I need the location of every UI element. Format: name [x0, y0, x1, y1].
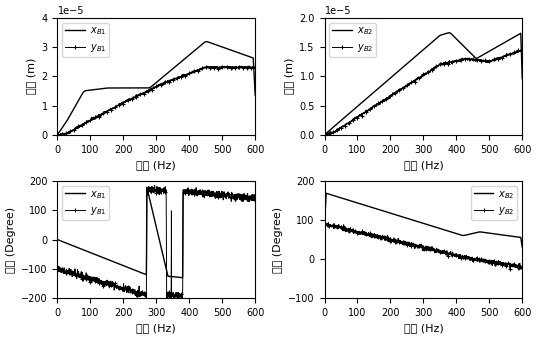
$x_{B1}$ [81, 90, 87, 94]
$x_{B1}$ [88, 251, 94, 255]
Line: $y_{B2}$: $y_{B2}$ [322, 47, 525, 138]
$x_{B2}$ [519, 77, 526, 81]
$y_{B1}$ [54, 268, 61, 272]
$x_{B2}$ [519, 245, 526, 249]
Y-axis label: 幅値 (m): 幅値 (m) [284, 58, 294, 95]
$y_{B2}$ [519, 48, 526, 52]
$y_{B1}$ [162, 189, 169, 193]
$x_{B2}$ [425, 223, 432, 227]
$x_{B2}$ [323, 191, 329, 195]
$x_{B2}$ [321, 133, 328, 137]
$x_{B1}$ [54, 132, 61, 136]
Legend: $x_{B1}$, $y_{B1}$: $x_{B1}$, $y_{B1}$ [62, 186, 109, 220]
Legend: $x_{B1}$, $y_{B1}$: $x_{B1}$, $y_{B1}$ [62, 23, 109, 57]
$y_{B1}$ [81, 122, 87, 126]
$x_{B2}$ [321, 224, 328, 228]
$x_{B2}$ [429, 40, 436, 44]
$x_{B2}$ [388, 75, 394, 79]
$x_{B2}$ [407, 217, 413, 221]
X-axis label: 频率 (Hz): 频率 (Hz) [136, 323, 176, 334]
Legend: $x_{B2}$, $y_{B2}$: $x_{B2}$, $y_{B2}$ [471, 186, 517, 220]
$x_{B2}$ [446, 31, 452, 35]
Y-axis label: 相位 (Degree): 相位 (Degree) [5, 206, 16, 273]
Line: $x_{B2}$: $x_{B2}$ [324, 33, 523, 135]
$y_{B2}$ [516, 268, 522, 272]
$x_{B1}$ [158, 76, 164, 80]
$y_{B1}$ [178, 298, 185, 302]
$y_{B2}$ [425, 69, 432, 74]
$y_{B1}$ [158, 189, 165, 193]
$y_{B1}$ [121, 287, 127, 291]
$y_{B2}$ [430, 248, 436, 253]
$y_{B1}$ [252, 197, 258, 201]
$y_{B2}$ [321, 133, 328, 137]
$x_{B1}$ [204, 40, 210, 44]
$x_{B2}$ [407, 59, 413, 63]
$x_{B1}$ [121, 264, 127, 268]
$x_{B2}$ [347, 199, 354, 203]
$x_{B1}$ [162, 73, 169, 77]
X-axis label: 频率 (Hz): 频率 (Hz) [403, 160, 443, 170]
$x_{B1}$ [81, 248, 87, 252]
$y_{B1}$ [140, 294, 147, 298]
Y-axis label: 幅値 (m): 幅値 (m) [26, 58, 36, 95]
$y_{B2}$ [322, 220, 328, 224]
$y_{B1}$ [252, 65, 258, 69]
$y_{B2}$ [323, 133, 329, 137]
$x_{B1}$ [252, 93, 258, 97]
Y-axis label: 相位 (Degree): 相位 (Degree) [273, 206, 282, 273]
$y_{B2}$ [355, 230, 361, 234]
$y_{B1}$ [121, 100, 127, 104]
$x_{B1}$ [121, 86, 127, 90]
$y_{B1}$ [88, 278, 94, 282]
$y_{B2}$ [355, 114, 361, 118]
Legend: $x_{B2}$, $y_{B2}$: $x_{B2}$, $y_{B2}$ [329, 23, 376, 57]
Line: $x_{B1}$: $x_{B1}$ [57, 187, 255, 278]
Line: $y_{B2}$: $y_{B2}$ [322, 219, 525, 273]
Line: $y_{B1}$: $y_{B1}$ [55, 64, 258, 138]
X-axis label: 频率 (Hz): 频率 (Hz) [403, 323, 443, 334]
$y_{B2}$ [407, 242, 413, 246]
$x_{B1}$ [252, 195, 258, 199]
$y_{B1}$ [54, 133, 61, 137]
$y_{B1}$ [246, 64, 253, 68]
$y_{B2}$ [388, 94, 395, 98]
$y_{B1}$ [88, 117, 94, 121]
$y_{B2}$ [519, 48, 525, 52]
$y_{B1}$ [81, 273, 87, 277]
$y_{B2}$ [425, 245, 432, 249]
$x_{B1}$ [88, 88, 94, 92]
$y_{B2}$ [347, 228, 354, 232]
$x_{B2}$ [347, 110, 354, 114]
$y_{B2}$ [347, 119, 354, 123]
Line: $x_{B2}$: $x_{B2}$ [324, 193, 523, 247]
$y_{B2}$ [407, 81, 413, 85]
$y_{B1}$ [158, 81, 165, 85]
Line: $x_{B1}$: $x_{B1}$ [57, 42, 255, 134]
$y_{B2}$ [388, 237, 395, 241]
$x_{B1}$ [143, 185, 150, 189]
$x_{B1}$ [140, 272, 147, 276]
$x_{B2}$ [354, 104, 361, 108]
$x_{B2}$ [388, 212, 395, 216]
$x_{B2}$ [425, 43, 432, 47]
$y_{B1}$ [140, 91, 147, 95]
$x_{B1}$ [140, 86, 147, 90]
$x_{B2}$ [355, 201, 361, 205]
$y_{B2}$ [430, 66, 436, 71]
X-axis label: 频率 (Hz): 频率 (Hz) [136, 160, 176, 170]
$y_{B2}$ [321, 223, 328, 227]
Line: $y_{B1}$: $y_{B1}$ [55, 183, 258, 303]
$x_{B1}$ [54, 238, 61, 242]
$y_{B2}$ [519, 264, 526, 268]
$x_{B1}$ [158, 247, 165, 252]
$x_{B1}$ [179, 276, 186, 280]
$y_{B1}$ [56, 134, 63, 138]
$x_{B2}$ [430, 224, 436, 228]
$y_{B1}$ [162, 80, 169, 84]
$y_{B1}$ [151, 183, 158, 187]
$x_{B1}$ [162, 265, 169, 269]
